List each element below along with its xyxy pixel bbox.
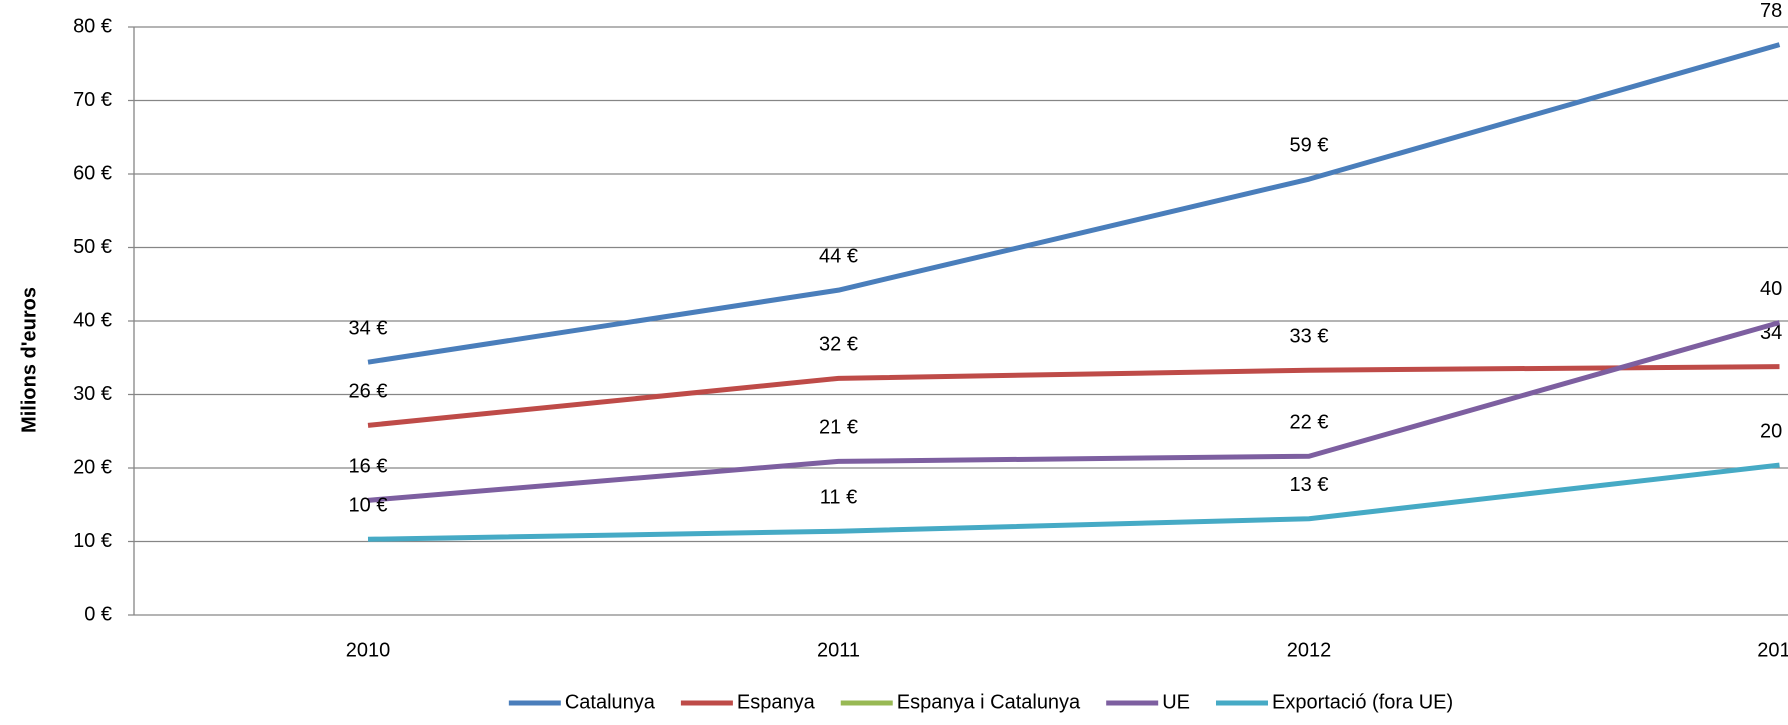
data-label: 10 € [349, 495, 388, 517]
y-tick-label: 20 € [73, 456, 112, 478]
x-tick-label: 2012 [1287, 639, 1332, 661]
data-label: 11 € [820, 486, 857, 508]
x-tick-label: 2011 [817, 639, 860, 661]
legend-label: Exportació (fora UE) [1272, 691, 1453, 713]
legend-label: UE [1162, 691, 1190, 713]
y-tick-label: 50 € [73, 236, 112, 258]
x-tick-label: 2010 [346, 639, 391, 661]
y-tick-label: 0 € [84, 603, 112, 625]
series-line [367, 320, 1781, 503]
y-tick-label: 70 € [73, 89, 112, 111]
data-label: 40 € [1760, 278, 1788, 300]
legend-label: Espanya [737, 691, 816, 713]
data-label: 21 € [819, 417, 858, 439]
series-line [367, 42, 1781, 365]
series-line [367, 364, 1780, 428]
legend-label: Espanya i Catalunya [897, 691, 1081, 713]
y-tick-label: 60 € [73, 162, 112, 184]
data-label: 34 € [349, 317, 388, 339]
data-label: 44 € [819, 245, 858, 267]
y-tick-label: 80 € [73, 15, 112, 37]
y-axis-title: Milions d'euros [18, 287, 40, 433]
data-label: 59 € [1290, 134, 1329, 156]
data-label: 22 € [1290, 412, 1329, 434]
data-label: 20 € [1760, 420, 1788, 442]
data-label: 33 € [1290, 326, 1329, 348]
data-label: 78 € [1760, 0, 1788, 22]
y-tick-label: 10 € [73, 530, 112, 552]
data-label: 13 € [1290, 474, 1329, 496]
series-line [367, 462, 1780, 542]
legend-label: Catalunya [565, 691, 656, 713]
data-label: 26 € [349, 381, 388, 403]
data-label: 32 € [819, 334, 858, 356]
y-tick-label: 30 € [73, 383, 112, 405]
data-label: 16 € [349, 456, 388, 478]
y-tick-label: 40 € [73, 309, 112, 331]
